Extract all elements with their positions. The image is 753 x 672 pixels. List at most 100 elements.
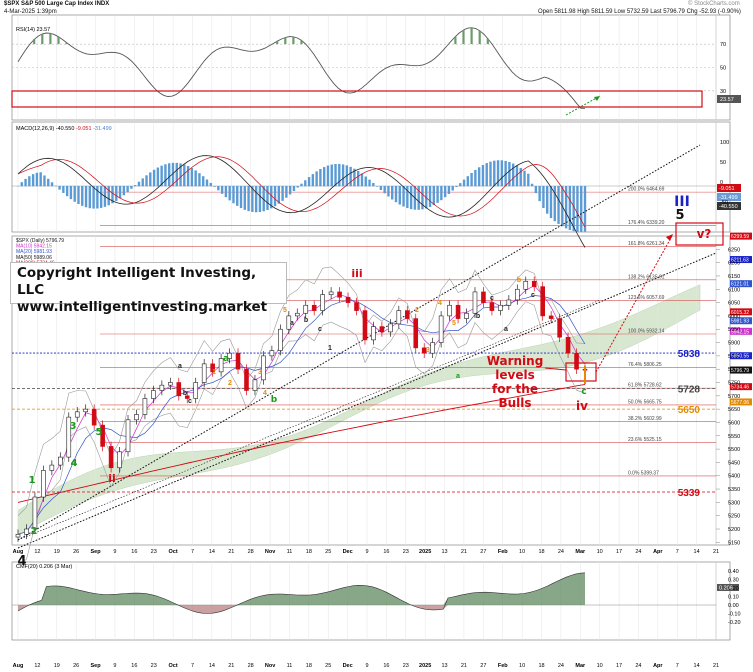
candle-body — [574, 352, 579, 370]
fib-label: 138.2% 6135.61 — [628, 274, 665, 280]
macd-histogram-bar — [217, 186, 220, 191]
macd-histogram-bar — [96, 186, 99, 209]
x-tick-label: 28 — [248, 549, 254, 555]
candle-body — [337, 291, 342, 298]
cmf-tag-bg — [717, 583, 739, 591]
price-axis-label: 6200 — [728, 261, 740, 267]
candle-body — [218, 358, 224, 373]
candle-body — [421, 347, 427, 354]
price-right-tag: 6211.63 — [731, 258, 749, 264]
macd-histogram-bar — [481, 164, 485, 187]
candle-body — [413, 318, 419, 349]
x-tick-label: 17 — [616, 663, 622, 669]
candle-body — [227, 352, 232, 359]
price-tag-bg — [730, 366, 752, 374]
candle-body — [311, 304, 317, 311]
macd-histogram-bar — [300, 183, 303, 187]
candle-body — [404, 310, 410, 319]
macd-histogram-bar — [474, 169, 477, 187]
price-tag-bg — [730, 398, 752, 406]
macd-histogram-bar — [160, 165, 163, 187]
minor-wave-label: c — [318, 326, 322, 333]
macd-histogram-bar — [277, 186, 281, 204]
price-right-tag: 6121.01 — [731, 282, 749, 288]
macd-histogram-bar — [447, 186, 451, 194]
macd-histogram-bar — [152, 169, 156, 187]
x-tick-label: Nov — [265, 549, 276, 555]
macd-histogram-bar — [379, 186, 383, 191]
cmf-panel — [11, 561, 731, 641]
minor-wave-label: c — [188, 398, 192, 405]
cmf-axis-label: 0.20 — [728, 586, 739, 592]
fib-label: 23.6% 5525.15 — [628, 437, 662, 443]
macd-histogram-bar — [330, 164, 333, 187]
macd-histogram-bar — [432, 186, 435, 206]
x-tick-label: 14 — [694, 663, 700, 669]
candle-body — [244, 368, 249, 391]
macd-histogram-bar — [133, 185, 137, 187]
macd-histogram-bar — [372, 182, 375, 187]
price-axis-label: 6250 — [728, 247, 740, 253]
macd-histogram-bar — [576, 186, 579, 232]
macd-histogram-bar — [111, 186, 114, 204]
macd-histogram-bar — [311, 174, 315, 187]
fib-label: 176.4% 6339.20 — [628, 220, 665, 226]
candle-body — [193, 382, 199, 399]
candle-body — [100, 424, 105, 447]
macd-histogram-bar — [368, 179, 371, 187]
wave-label: 2 — [31, 526, 38, 537]
price-axis-label: 5450 — [728, 460, 740, 466]
macd-histogram-bar — [557, 186, 560, 224]
price-axis-label: 6050 — [728, 301, 740, 307]
macd-histogram-bar — [296, 186, 299, 188]
candle-body — [235, 352, 241, 370]
minor-wave-label: b — [183, 390, 187, 397]
macd-right-tag: -40.550 — [719, 204, 738, 210]
x-tick-label: 24 — [635, 549, 641, 555]
macd-histogram-bar — [409, 186, 413, 210]
macd-histogram-bar — [209, 182, 212, 187]
x-tick-label: 21 — [713, 549, 719, 555]
macd-histogram-bar — [262, 186, 265, 212]
wave-label: c — [581, 387, 586, 397]
macd-histogram-bar — [122, 186, 126, 196]
macd-histogram-bar — [107, 186, 110, 206]
macd-histogram-bar — [515, 165, 519, 187]
macd-histogram-bar — [47, 178, 50, 187]
x-tick-label: 25 — [325, 663, 331, 669]
macd-histogram-bar — [538, 186, 541, 202]
x-tick-label: Apr — [653, 663, 663, 669]
x-tick-label: 9 — [365, 663, 368, 669]
x-tick-label: 7 — [676, 549, 679, 555]
candle-body — [91, 408, 97, 426]
fib-label: 200.0% 6464.69 — [628, 187, 665, 193]
macd-axis-label: -50 — [720, 200, 728, 206]
macd-tag-bg — [717, 193, 741, 201]
wave-v-target-box — [675, 222, 724, 246]
minor-wave-label: a — [178, 363, 182, 370]
macd-histogram-bar — [179, 163, 182, 187]
candle-body — [142, 398, 148, 415]
candle-body — [201, 363, 207, 383]
price-tag-bg — [730, 327, 752, 335]
price-axis-label: 5550 — [728, 434, 740, 440]
minor-wave-label: c — [490, 295, 494, 302]
macd-histogram-bar — [462, 179, 466, 187]
macd-histogram-bar — [243, 186, 246, 210]
cmf-last-tag: 0.206 — [719, 585, 733, 591]
candle-body — [74, 411, 80, 418]
macd-histogram-bar — [190, 168, 194, 187]
macd-histogram-bar — [65, 186, 69, 197]
warning-text: Warning levels for the Bulls — [486, 354, 544, 410]
macd-histogram-bar — [292, 186, 296, 191]
cmf-axis-label: 0.30 — [728, 578, 739, 584]
macd-histogram-bar — [115, 186, 118, 201]
candle-body — [261, 355, 266, 381]
macd-histogram-bar — [130, 186, 133, 189]
x-tick-label: 27 — [480, 549, 486, 555]
ma200-line — [17, 383, 586, 503]
cmf-negative-area — [18, 605, 585, 614]
wave-label: 5 — [96, 427, 103, 438]
macd-histogram-bar — [62, 186, 65, 193]
candle-body — [108, 446, 114, 469]
